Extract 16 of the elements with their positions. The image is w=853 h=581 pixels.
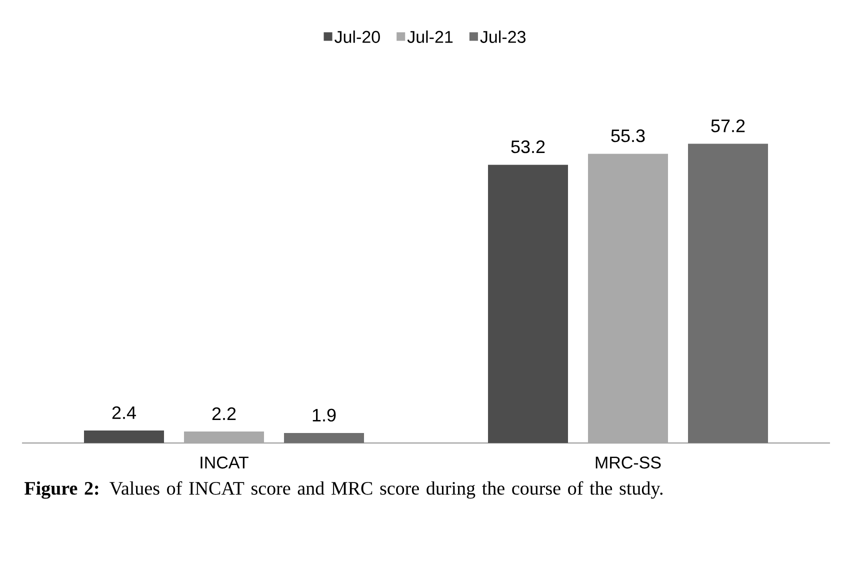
data-label: 53.2 [511, 140, 545, 154]
bar [84, 430, 164, 443]
legend-label: Jul-23 [480, 30, 526, 43]
bar [488, 164, 568, 443]
bar [284, 433, 364, 443]
data-label: 55.3 [611, 129, 645, 142]
data-label: 1.9 [312, 408, 336, 422]
x-tick-label: INCAT [200, 456, 248, 469]
x-tick-label: MRC-SS [596, 456, 661, 469]
data-label: 2.4 [112, 406, 136, 419]
data-label: 2.2 [212, 407, 236, 420]
legend-label: Jul-21 [407, 30, 453, 43]
data-label: 57.2 [711, 119, 745, 132]
legend-label: Jul-20 [334, 30, 380, 43]
text: Figure 2: Values of INCAT score and MRC score during the course of the study. [24, 481, 663, 499]
bar [688, 144, 768, 443]
